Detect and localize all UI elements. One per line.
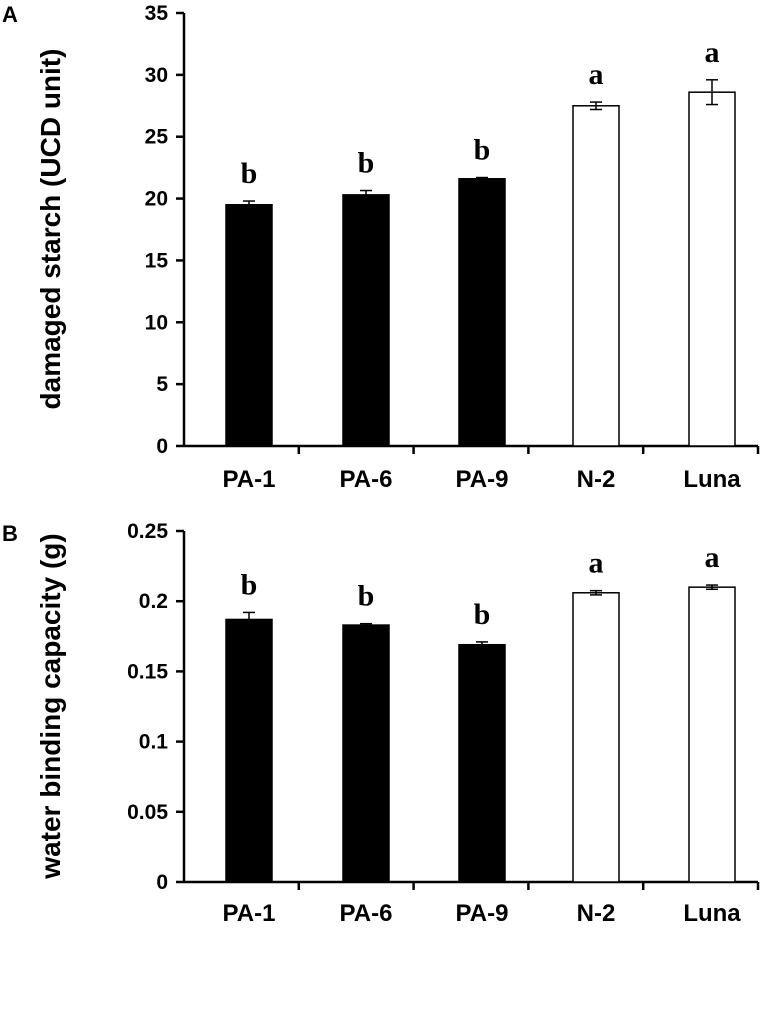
y-tick-label: 0: [156, 871, 168, 894]
y-tick-label: 0: [156, 435, 168, 458]
bar-n-2: [572, 105, 620, 447]
x-tick-label: PA-1: [223, 900, 276, 927]
bar-pa-1: [225, 204, 273, 447]
y-tick-label: 25: [145, 126, 169, 149]
bar-pa-9: [458, 643, 506, 883]
y-tick-label: 5: [156, 373, 168, 396]
x-tick-label: PA-1: [223, 466, 276, 493]
y-tick-label: 0.15: [127, 660, 168, 683]
significance-label: a: [705, 541, 720, 574]
bar-pa-6: [342, 194, 390, 447]
chart-panel-b: B 0 0.05 0.1 0.15 0.2 0.25 b PA-1 b PA-6 b PA-9 a N-2 a…: [2, 520, 760, 927]
y-tick-label: 0.25: [127, 520, 168, 543]
bar-pa-1: [225, 618, 273, 883]
x-tick-label: PA-6: [340, 900, 393, 927]
panel-letter: B: [2, 521, 18, 546]
significance-label: b: [358, 580, 375, 613]
y-tick-label: 15: [145, 249, 169, 272]
y-tick-label: 35: [145, 2, 169, 25]
x-tick-label: Luna: [683, 900, 741, 927]
significance-label: a: [589, 547, 604, 580]
bar-luna: [688, 586, 736, 883]
significance-label: b: [474, 134, 491, 167]
chart-panel-a: A 0 5 10 15 20 25 30 35 b PA-1 b PA-6 b PA-9 a N-2 a Luna d…: [2, 2, 760, 493]
significance-label: b: [241, 568, 258, 601]
bar-pa-9: [458, 178, 506, 447]
x-tick-label: PA-9: [456, 466, 509, 493]
y-tick-label: 0.05: [127, 801, 168, 824]
significance-label: a: [705, 36, 720, 69]
significance-label: b: [241, 157, 258, 190]
significance-label: b: [474, 598, 491, 631]
x-tick-label: PA-9: [456, 900, 509, 927]
bar-n-2: [572, 592, 620, 883]
y-axis-label: water binding capacity (g): [35, 533, 66, 879]
significance-label: b: [358, 147, 375, 180]
y-tick-label: 0.2: [139, 590, 168, 613]
x-tick-label: N-2: [577, 900, 616, 927]
significance-label: a: [589, 58, 604, 91]
y-tick-label: 0.1: [139, 731, 169, 754]
x-tick-label: N-2: [577, 466, 616, 493]
panel-letter: A: [2, 2, 18, 27]
y-tick-label: 30: [145, 64, 168, 87]
y-axis-label: damaged starch (UCD unit): [35, 49, 66, 410]
bar-luna: [688, 91, 736, 447]
bar-pa-6: [342, 624, 390, 883]
x-tick-label: Luna: [683, 466, 741, 493]
y-tick-label: 20: [145, 188, 168, 211]
y-tick-label: 10: [145, 311, 168, 334]
x-tick-label: PA-6: [340, 466, 393, 493]
